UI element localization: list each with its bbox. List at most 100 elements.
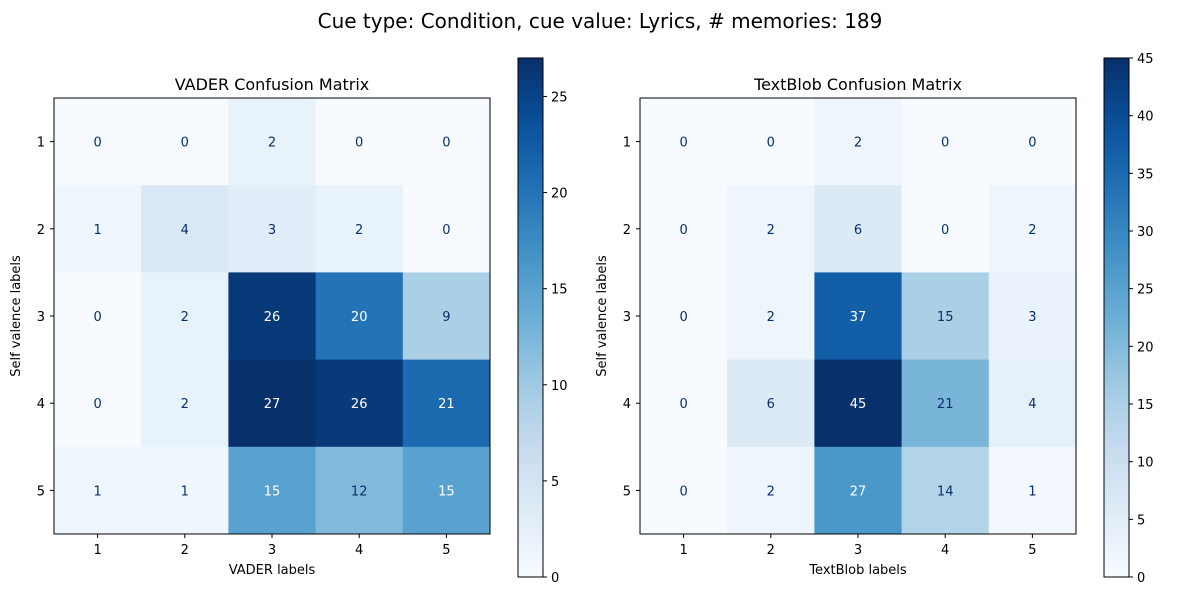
heatmap-cell bbox=[988, 185, 1077, 273]
heatmap-cell bbox=[54, 98, 142, 186]
heatmap-cell bbox=[727, 98, 815, 186]
heatmap-cell bbox=[640, 185, 728, 273]
cell-value-label: 2 bbox=[1028, 223, 1036, 238]
colorbar-tick-label: 0 bbox=[1137, 571, 1145, 586]
y-tick-label: 1 bbox=[623, 136, 631, 151]
cell-value-label: 1 bbox=[93, 223, 101, 238]
cell-value-label: 0 bbox=[93, 310, 101, 325]
cell-value-label: 20 bbox=[351, 310, 368, 325]
heatmap-cell bbox=[402, 98, 491, 186]
heatmap-cell bbox=[814, 272, 903, 361]
heatmap-cell bbox=[315, 359, 404, 448]
heatmap-cell bbox=[54, 446, 142, 535]
y-tick-label: 3 bbox=[623, 310, 631, 325]
heatmap-cell bbox=[402, 185, 491, 273]
cell-value-label: 2 bbox=[355, 223, 363, 238]
y-tick-label: 3 bbox=[37, 310, 45, 325]
cell-value-label: 0 bbox=[941, 136, 949, 151]
heatmap-cell bbox=[54, 185, 142, 273]
textblob-confusion-matrix: 0 0 2 0 00 2 6 0 20 2 37 15 30 6 45 21 40 2 27 14 11 2 3 4 51234… bbox=[595, 52, 1154, 586]
colorbar-tick-label: 40 bbox=[1137, 110, 1154, 125]
cell-value-label: 0 bbox=[93, 136, 101, 151]
colorbar-tick-label: 25 bbox=[551, 90, 568, 105]
heatmap-cell bbox=[141, 359, 229, 448]
heatmap-cell bbox=[901, 98, 990, 186]
colorbar-tick-label: 35 bbox=[1137, 167, 1154, 182]
colorbar-tick-label: 45 bbox=[1137, 52, 1154, 67]
x-tick-label: 2 bbox=[181, 543, 189, 558]
heatmap-cell bbox=[141, 98, 229, 186]
heatmap-cell bbox=[315, 98, 404, 186]
cell-value-label: 27 bbox=[850, 484, 867, 499]
cell-value-label: 0 bbox=[767, 136, 775, 151]
cell-value-label: 6 bbox=[854, 223, 862, 238]
heatmap-cell bbox=[228, 272, 317, 361]
cell-value-label: 2 bbox=[854, 136, 862, 151]
cell-value-label: 9 bbox=[442, 310, 450, 325]
heatmap-cell bbox=[640, 272, 728, 361]
cell-value-label: 4 bbox=[181, 223, 189, 238]
heatmap-cell bbox=[315, 272, 404, 361]
heatmap-cell bbox=[54, 272, 142, 361]
heatmap-cell bbox=[141, 446, 229, 535]
heatmap-cell bbox=[228, 446, 317, 535]
figure-suptitle: Cue type: Condition, cue value: Lyrics, … bbox=[318, 9, 883, 33]
x-tick-label: 1 bbox=[679, 543, 687, 558]
heatmap-cell bbox=[228, 98, 317, 186]
heatmap-cell bbox=[402, 446, 491, 535]
heatmap-cell bbox=[727, 185, 815, 273]
heatmap-cell bbox=[814, 98, 903, 186]
heatmap-cell bbox=[228, 185, 317, 273]
y-tick-label: 1 bbox=[37, 136, 45, 151]
x-tick-label: 5 bbox=[1028, 543, 1036, 558]
cell-value-label: 1 bbox=[93, 484, 101, 499]
heatmap-cell bbox=[727, 359, 815, 448]
x-tick-label: 4 bbox=[355, 543, 363, 558]
cell-value-label: 15 bbox=[937, 310, 954, 325]
cell-value-label: 2 bbox=[767, 223, 775, 238]
y-tick-label: 5 bbox=[623, 484, 631, 499]
cell-value-label: 2 bbox=[268, 136, 276, 151]
cell-value-label: 0 bbox=[355, 136, 363, 151]
heatmap-cell bbox=[901, 272, 990, 361]
heatmap-cell bbox=[814, 185, 903, 273]
cell-value-label: 0 bbox=[93, 397, 101, 412]
cell-value-label: 0 bbox=[679, 484, 687, 499]
heatmap-cell bbox=[228, 359, 317, 448]
x-tick-label: 1 bbox=[93, 543, 101, 558]
heatmap-cell bbox=[901, 185, 990, 273]
heatmap-cell bbox=[988, 272, 1077, 361]
colorbar-tick-label: 20 bbox=[1137, 340, 1154, 355]
heatmap-cell bbox=[988, 446, 1077, 535]
colorbar-tick-label: 5 bbox=[551, 475, 559, 490]
cell-value-label: 15 bbox=[264, 484, 281, 499]
cell-value-label: 27 bbox=[264, 397, 281, 412]
cell-value-label: 0 bbox=[679, 223, 687, 238]
cell-value-label: 1 bbox=[1028, 484, 1036, 499]
cell-value-label: 14 bbox=[937, 484, 954, 499]
y-tick-label: 2 bbox=[623, 223, 631, 238]
colorbar-tick-label: 10 bbox=[551, 379, 568, 394]
cell-value-label: 2 bbox=[181, 310, 189, 325]
cell-value-label: 0 bbox=[181, 136, 189, 151]
heatmap-cell bbox=[727, 446, 815, 535]
x-axis-label: VADER labels bbox=[229, 563, 316, 578]
heatmap-cell bbox=[402, 272, 491, 361]
colorbar-tick-label: 30 bbox=[1137, 225, 1154, 240]
cell-value-label: 1 bbox=[181, 484, 189, 499]
heatmap-cell bbox=[814, 446, 903, 535]
cell-value-label: 2 bbox=[767, 310, 775, 325]
cell-value-label: 15 bbox=[438, 484, 455, 499]
colorbar-tick-label: 20 bbox=[551, 187, 568, 202]
cell-value-label: 6 bbox=[767, 397, 775, 412]
colorbar-tick-label: 10 bbox=[1137, 456, 1154, 471]
colorbar bbox=[1103, 57, 1130, 578]
heatmap-cell bbox=[988, 359, 1077, 448]
heatmap-cell bbox=[402, 359, 491, 448]
heatmap-cell bbox=[988, 98, 1077, 186]
cell-value-label: 45 bbox=[850, 397, 867, 412]
colorbar-tick-label: 15 bbox=[1137, 398, 1154, 413]
cell-value-label: 0 bbox=[679, 310, 687, 325]
cell-value-label: 2 bbox=[181, 397, 189, 412]
